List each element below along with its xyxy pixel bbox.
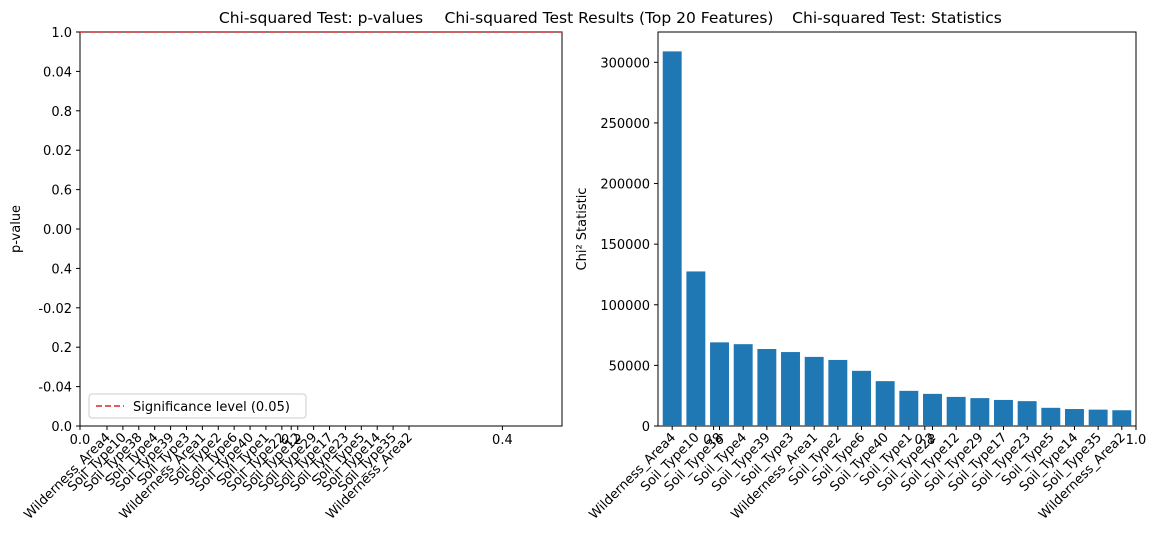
overlay-x-tick-label: 1.0 xyxy=(1126,433,1147,448)
statistic-bar xyxy=(733,344,753,426)
right-y-tick-label: 200000 xyxy=(600,178,650,193)
right-y-axis-label: Chi² Statistic xyxy=(575,188,590,271)
right-plot-frame xyxy=(657,31,1137,427)
statistic-bar xyxy=(686,271,706,426)
overlay-axes xyxy=(80,32,1136,426)
overlay-y-tick-label: 1.0 xyxy=(51,26,72,41)
legend-box xyxy=(88,393,307,419)
left-y-tick-label: -0.02 xyxy=(38,302,72,317)
overlay-y-tick-label: 0.2 xyxy=(51,341,72,356)
overlay-x-tick-label: 0.0 xyxy=(70,433,91,448)
overlay-x-tick-label: 0.4 xyxy=(492,433,513,448)
left-y-tick-label: 0.00 xyxy=(43,223,72,238)
right-y-tick-label: 250000 xyxy=(600,117,650,132)
statistic-bar xyxy=(852,370,871,426)
legend-label: Significance level (0.05) xyxy=(133,400,290,415)
statistic-bar xyxy=(804,356,824,426)
statistic-bar xyxy=(1017,401,1037,426)
overlay-y-tick-label: 0.0 xyxy=(51,420,72,435)
statistic-bar xyxy=(662,51,682,427)
overlay-background xyxy=(80,32,1136,426)
statistic-bar xyxy=(946,396,966,426)
right-y-tick-label: 50000 xyxy=(609,359,650,374)
statistic-bar xyxy=(781,352,800,426)
overlay-x-tick-label: 0.8 xyxy=(914,433,935,448)
statistic-bar xyxy=(875,381,895,426)
statistic-bar xyxy=(923,393,942,426)
left-y-tick-label: -0.04 xyxy=(38,381,72,396)
overlay-x-tick-label: 0.6 xyxy=(703,433,724,448)
right-y-tick-label: 300000 xyxy=(600,56,650,71)
statistic-bar xyxy=(1065,409,1084,426)
overlay-y-tick-label: 0.4 xyxy=(51,262,72,277)
overlay-x-tick-label: 0.2 xyxy=(281,433,302,448)
legend: Significance level (0.05) xyxy=(88,393,307,419)
right-y-tick-label: 100000 xyxy=(600,299,650,314)
statistic-bar xyxy=(1088,409,1108,426)
statistic-bar xyxy=(994,399,1013,426)
left-y-tick-label: 0.04 xyxy=(43,65,72,80)
statistic-bar xyxy=(899,390,919,426)
statistic-bar xyxy=(757,349,777,426)
statistic-bar xyxy=(970,398,990,426)
right-y-tick-label: 150000 xyxy=(600,238,650,253)
overlay-y-tick-label: 0.8 xyxy=(51,105,72,120)
figure-title: Chi-squared Test Results (Top 20 Feature… xyxy=(445,9,774,27)
left-y-tick-label: 0.02 xyxy=(43,144,72,159)
right-chart-title: Chi-squared Test: Statistics xyxy=(792,9,1002,27)
statistic-bar xyxy=(1041,407,1061,426)
statistic-bar xyxy=(828,359,848,426)
left-y-axis-label: p-value xyxy=(9,205,24,253)
statistic-bar xyxy=(710,342,729,426)
statistic-bar xyxy=(1112,410,1132,426)
overlay-y-tick-label: 0.6 xyxy=(51,184,72,199)
overlay-axis-ticks: 0.0 0.2 0.4 0.6 0.8 1.0 0.0 0.2 0.4 0.6 0.8 1.0 xyxy=(51,26,1146,448)
right-y-tick-label: 0 xyxy=(642,420,650,435)
left-chart-title: Chi-squared Test: p-values xyxy=(219,9,423,27)
